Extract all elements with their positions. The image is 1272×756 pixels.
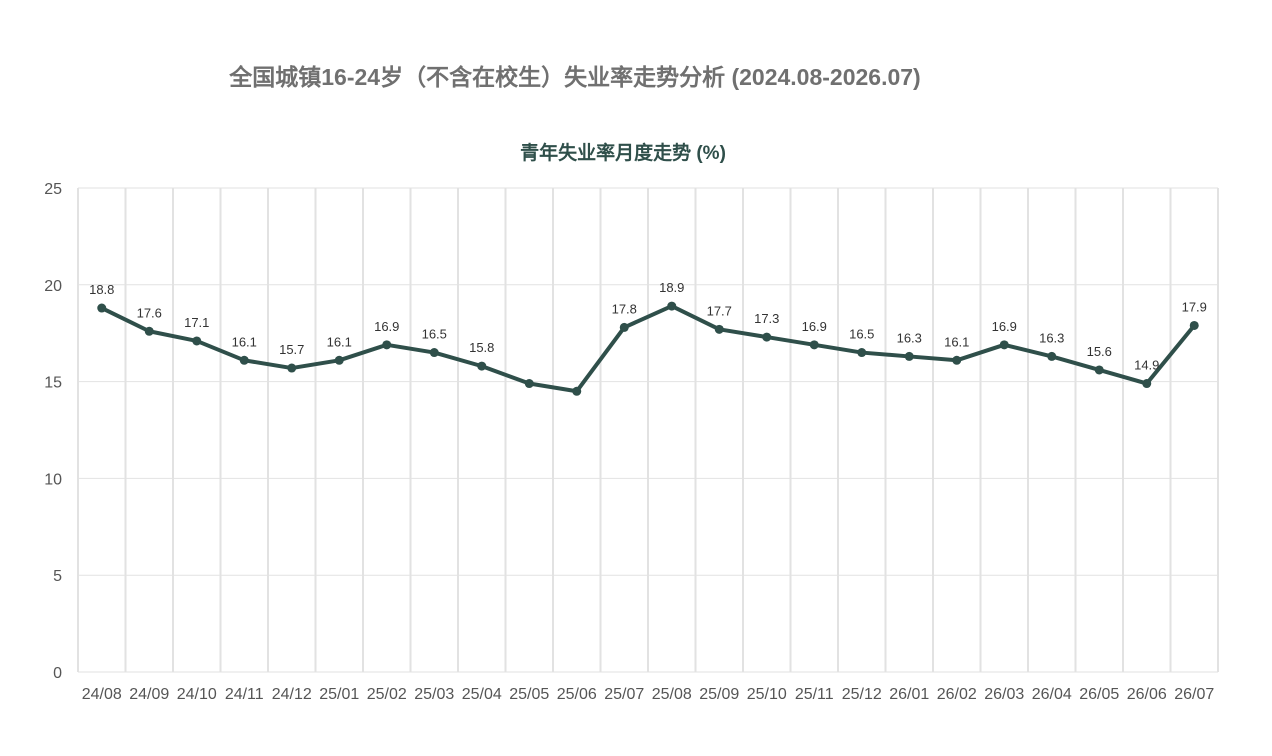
x-tick-label: 24/12 [272,686,312,703]
y-tick-label: 0 [53,665,62,682]
x-tick-label: 24/11 [225,686,264,703]
x-tick-label: 25/08 [652,686,692,703]
data-point [97,303,107,313]
data-label: 17.7 [707,303,732,318]
x-tick-label: 25/04 [462,686,502,703]
x-tick-label: 26/05 [1079,686,1119,703]
data-point [382,340,392,350]
data-label: 16.9 [374,319,399,334]
data-label: 16.1 [944,334,969,349]
data-label: 17.6 [137,305,162,320]
data-point [572,386,582,396]
x-tick-label: 26/06 [1127,686,1167,703]
x-tick-label: 25/03 [414,686,454,703]
data-label: 15.6 [1087,344,1112,359]
data-point [809,340,819,350]
data-point [144,326,154,336]
series-line-path [99,304,1197,394]
data-point [1189,320,1199,330]
data-label: 15.7 [279,342,304,357]
data-label: 16.3 [897,330,922,345]
data-label: 16.5 [849,327,874,342]
data-point [904,351,914,361]
x-tick-label: 25/01 [319,686,359,703]
data-label: 17.9 [1182,299,1207,314]
data-point [999,340,1009,350]
data-point [762,332,772,342]
page-title: 全国城镇16-24岁（不含在校生）失业率走势分析 (2024.08-2026.0… [229,64,921,90]
data-point [477,361,487,371]
x-tick-label: 25/06 [557,686,597,703]
x-tick-label: 25/11 [795,686,834,703]
data-point [1047,351,1057,361]
x-tick-label: 26/02 [937,686,977,703]
data-point [287,363,297,373]
data-point [524,379,534,389]
x-tick-label: 26/07 [1174,686,1214,703]
data-point [334,355,344,365]
x-tick-label: 25/05 [509,686,549,703]
x-tick-label: 25/02 [367,686,407,703]
data-point [667,301,677,311]
x-tick-label: 24/09 [129,686,169,703]
y-tick-label: 25 [44,181,62,198]
data-label: 16.3 [1039,330,1064,345]
data-label: 16.9 [992,319,1017,334]
data-point [952,355,962,365]
x-tick-label: 24/08 [82,686,122,703]
data-label: 18.9 [659,280,684,295]
y-tick-label: 15 [44,375,62,392]
data-label: 15.8 [469,340,494,355]
series-line [97,301,1199,396]
data-point [429,348,439,358]
data-label: 17.8 [612,301,637,316]
data-point [857,348,867,358]
x-tick-label: 24/10 [177,686,217,703]
x-tick-label: 26/03 [984,686,1024,703]
data-point [239,355,249,365]
x-tick-label: 25/07 [604,686,644,703]
axis-labels: 0 5 10 15 20 25 24/08 24/09 24/10 24/11 24/12 25/01… [44,181,1214,703]
data-label: 16.5 [422,327,447,342]
x-tick-label: 25/09 [699,686,739,703]
data-point [1094,365,1104,375]
data-point [619,322,629,332]
data-label: 14.9 [1134,358,1159,373]
y-tick-label: 10 [44,471,62,488]
y-tick-label: 5 [53,568,62,585]
x-tick-label: 25/10 [747,686,787,703]
grid-lines [77,187,1219,673]
chart-title: 青年失业率月度走势 (%) [520,143,726,164]
data-label: 16.1 [232,334,257,349]
data-labels: 18.8 17.6 17.1 16.1 15.7 16.1 16.9 16.5 15.8 17.8… [89,280,1207,372]
data-label: 17.3 [754,311,779,326]
data-point [1142,379,1152,389]
y-tick-label: 20 [44,278,62,295]
x-tick-label: 26/04 [1032,686,1072,703]
data-label: 16.1 [327,334,352,349]
x-tick-label: 25/12 [842,686,882,703]
x-tick-label: 26/01 [889,686,929,703]
data-label: 16.9 [802,319,827,334]
data-point [714,324,724,334]
data-label: 18.8 [89,282,114,297]
data-label: 17.1 [184,315,209,330]
data-point [192,336,202,346]
